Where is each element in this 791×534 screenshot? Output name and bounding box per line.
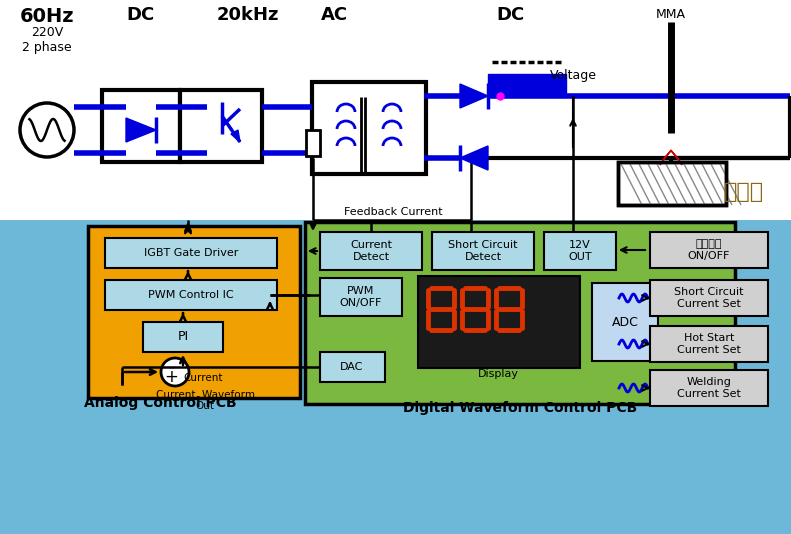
Text: Out: Out	[195, 401, 214, 411]
Text: PI: PI	[177, 331, 188, 343]
Text: 20kHz: 20kHz	[217, 6, 279, 24]
Text: IGBT Gate Driver: IGBT Gate Driver	[144, 248, 238, 258]
Text: MMA: MMA	[656, 7, 686, 20]
Circle shape	[20, 103, 74, 157]
Text: Digital Waveform Control PCB: Digital Waveform Control PCB	[403, 401, 637, 415]
Text: DC: DC	[126, 6, 154, 24]
Bar	[650, 326, 768, 362]
Bar	[650, 370, 768, 406]
Polygon shape	[460, 84, 488, 108]
Text: Voltage: Voltage	[550, 68, 596, 82]
Bar	[650, 232, 768, 268]
Bar	[102, 90, 180, 162]
Bar	[105, 238, 277, 268]
Polygon shape	[660, 150, 682, 165]
Bar	[105, 280, 277, 310]
Bar	[544, 232, 616, 270]
Bar	[618, 162, 726, 205]
Bar	[488, 74, 566, 96]
Text: Current: Current	[183, 373, 222, 383]
Bar	[320, 352, 385, 382]
Polygon shape	[460, 146, 488, 170]
Bar	[306, 130, 320, 156]
Polygon shape	[231, 130, 240, 142]
Bar	[305, 222, 735, 404]
Bar	[0, 220, 791, 534]
Text: DC: DC	[496, 6, 524, 24]
Text: PWM Control IC: PWM Control IC	[148, 290, 234, 300]
Text: Display: Display	[478, 369, 518, 379]
Text: 60Hz: 60Hz	[20, 6, 74, 26]
Circle shape	[161, 358, 189, 386]
Bar	[312, 82, 426, 174]
Bar	[432, 232, 534, 270]
Text: 제어기: 제어기	[724, 182, 764, 202]
Text: +: +	[164, 368, 178, 386]
Text: Short Circuit
Detect: Short Circuit Detect	[448, 240, 518, 262]
Bar	[320, 278, 402, 316]
Bar	[418, 276, 580, 368]
Bar	[320, 232, 422, 270]
Text: Hot Start
Current Set: Hot Start Current Set	[677, 333, 741, 355]
Bar	[650, 280, 768, 316]
Text: 2 phase: 2 phase	[22, 41, 72, 53]
Bar	[143, 322, 223, 352]
Text: Welding
Current Set: Welding Current Set	[677, 377, 741, 399]
Text: 전격방지
ON/OFF: 전격방지 ON/OFF	[688, 239, 730, 261]
Bar	[618, 162, 726, 205]
Text: ADC: ADC	[611, 316, 638, 328]
Bar	[592, 283, 658, 361]
Text: AC: AC	[320, 6, 347, 24]
Text: 12V
OUT: 12V OUT	[568, 240, 592, 262]
Text: Current  Waveform: Current Waveform	[156, 390, 255, 400]
Text: Analog Control PCB: Analog Control PCB	[84, 396, 237, 410]
Text: 220V: 220V	[31, 27, 63, 40]
Text: -: -	[168, 358, 174, 376]
Text: Short Circuit
Current Set: Short Circuit Current Set	[674, 287, 744, 309]
Bar	[0, 220, 791, 534]
Text: DAC: DAC	[340, 362, 364, 372]
Text: Current
Detect: Current Detect	[350, 240, 392, 262]
Polygon shape	[126, 118, 156, 142]
Bar	[180, 90, 262, 162]
Bar	[88, 226, 300, 398]
Text: PWM
ON/OFF: PWM ON/OFF	[340, 286, 382, 308]
Text: Feedback Current: Feedback Current	[343, 207, 442, 217]
